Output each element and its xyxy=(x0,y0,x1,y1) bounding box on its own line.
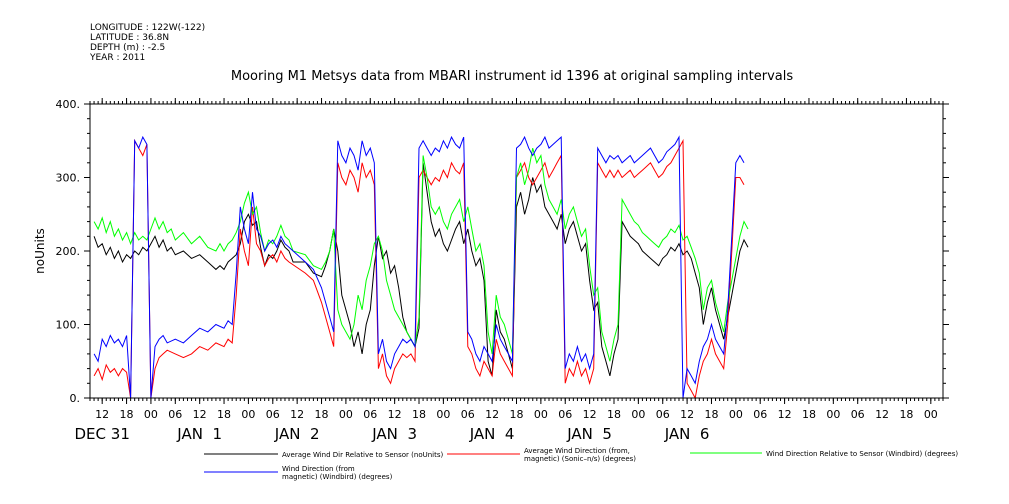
y-tick-label: 200. xyxy=(56,245,81,258)
series-layer xyxy=(93,135,749,400)
x-tick-label: 00 xyxy=(729,408,743,421)
x-tick-label: 18 xyxy=(510,408,524,421)
x-tick-label: 12 xyxy=(388,408,402,421)
x-tick-label: 12 xyxy=(778,408,792,421)
x-tick-label: 18 xyxy=(899,408,913,421)
series-line-2 xyxy=(93,138,745,400)
x-tick-label: 00 xyxy=(241,408,255,421)
x-tick-label: 12 xyxy=(193,408,207,421)
legend-label-2: Average Wind Direction (from, xyxy=(524,447,630,455)
y-tick-label: 100. xyxy=(56,319,81,332)
legend-label-1: Average Wind Dir Relative to Sensor (noU… xyxy=(282,451,443,459)
x-tick-label: 06 xyxy=(363,408,377,421)
x-tick-label: 00 xyxy=(144,408,158,421)
x-tick-label: 12 xyxy=(95,408,109,421)
x-tick-label: 00 xyxy=(924,408,938,421)
x-tick-label: 00 xyxy=(534,408,548,421)
y-tick-label: 0. xyxy=(70,392,81,405)
x-tick-label: 06 xyxy=(266,408,280,421)
axes-layer: 0. 100. 200. 300. 400. 12 18 00 06 12 18 00 06 12 18 00… xyxy=(56,98,949,443)
x-day-label: JAN 6 xyxy=(664,425,710,443)
x-tick-label: 06 xyxy=(851,408,865,421)
series-line-1 xyxy=(93,162,749,377)
x-tick-label: 06 xyxy=(656,408,670,421)
series-line-3 xyxy=(93,147,749,362)
x-tick-label: 18 xyxy=(607,408,621,421)
x-tick-label: 12 xyxy=(485,408,499,421)
legend-label-4: magnetic) (Windbird) (degrees) xyxy=(282,473,393,481)
x-tick-label: 12 xyxy=(680,408,694,421)
year-label: YEAR : 2011 xyxy=(89,53,145,63)
x-day-label: JAN 4 xyxy=(469,425,515,443)
x-tick-label: 00 xyxy=(436,408,450,421)
latitude-label: LATITUDE : 36.8N xyxy=(90,33,169,43)
x-tick-label: 00 xyxy=(631,408,645,421)
y-tick-label: 300. xyxy=(56,172,81,185)
x-tick-label: 06 xyxy=(558,408,572,421)
x-tick-label: 18 xyxy=(315,408,329,421)
x-day-label: JAN 2 xyxy=(274,425,320,443)
depth-label: DEPTH (m) : -2.5 xyxy=(90,43,165,53)
legend-label-2: magnetic) (Sonic–n/s) (degrees) xyxy=(524,455,636,463)
x-day-label: JAN 5 xyxy=(566,425,612,443)
chart-title: Mooring M1 Metsys data from MBARI instru… xyxy=(231,69,793,84)
x-tick-label: 06 xyxy=(753,408,767,421)
y-axis-title: noUnits xyxy=(33,228,47,274)
y-tick-label: 400. xyxy=(56,98,81,111)
x-day-label: DEC 31 xyxy=(75,425,130,443)
legend-label-3: Wind Direction Relative to Sensor (Windb… xyxy=(766,450,958,458)
x-day-label: JAN 1 xyxy=(176,425,222,443)
x-tick-label: 18 xyxy=(217,408,231,421)
x-tick-label: 12 xyxy=(875,408,889,421)
legend: Average Wind Dir Relative to Sensor (noU… xyxy=(204,447,958,481)
x-tick-label: 12 xyxy=(290,408,304,421)
x-tick-label: 00 xyxy=(826,408,840,421)
x-tick-label: 06 xyxy=(461,408,475,421)
x-tick-label: 18 xyxy=(704,408,718,421)
legend-label-4: Wind Direction (from xyxy=(282,465,355,473)
longitude-label: LONGITUDE : 122W(-122) xyxy=(90,23,205,33)
x-tick-label: 18 xyxy=(802,408,816,421)
x-tick-label: 18 xyxy=(412,408,426,421)
x-tick-label: 00 xyxy=(339,408,353,421)
x-day-label: JAN 3 xyxy=(371,425,417,443)
x-tick-label: 06 xyxy=(168,408,182,421)
x-tick-label: 18 xyxy=(120,408,134,421)
x-tick-label: 12 xyxy=(583,408,597,421)
series-line-4 xyxy=(93,135,745,399)
